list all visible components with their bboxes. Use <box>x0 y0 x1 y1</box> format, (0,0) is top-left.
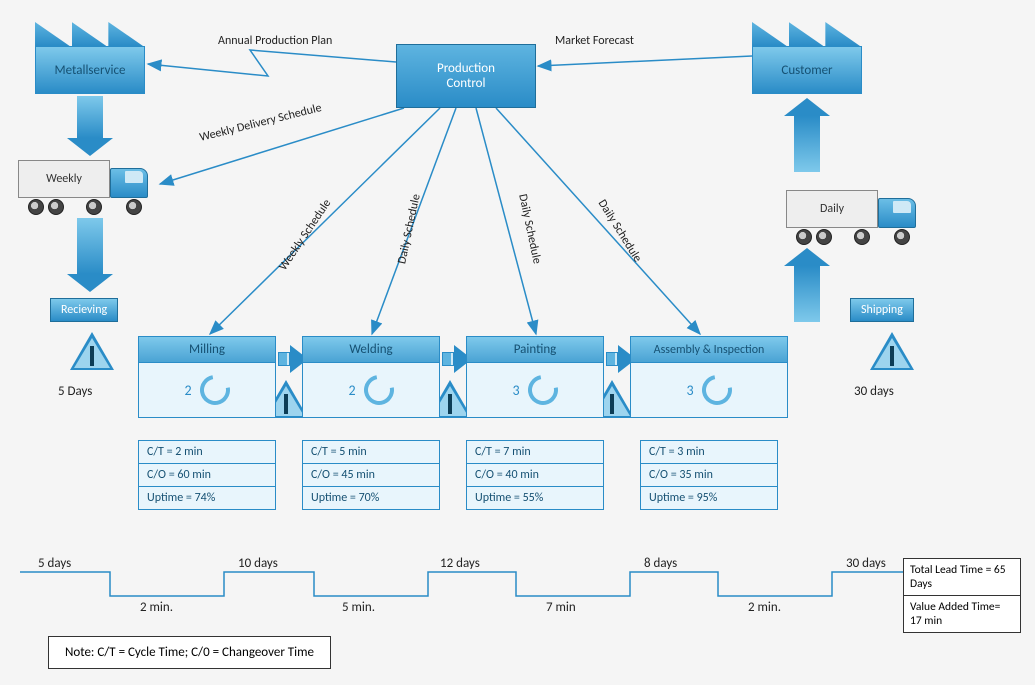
inventory-days: 30 days <box>854 384 894 399</box>
edge-label: Daily Schedule <box>515 193 543 265</box>
inventory-triangle-icon <box>70 332 114 370</box>
edge-label: Annual Production Plan <box>218 34 332 48</box>
outbound-truck-icon: Daily <box>786 190 926 245</box>
arrow-down-icon <box>77 218 103 274</box>
tl-top: 10 days <box>238 556 278 571</box>
edge-label: Weekly Delivery Schedule <box>198 101 323 145</box>
operator-count: 2 <box>348 382 355 399</box>
uptime-row: Uptime = 55% <box>467 487 603 509</box>
co-row: C/O = 60 min <box>139 464 275 487</box>
receiving-tag: Recieving <box>50 298 118 322</box>
process-box: Milling 2 <box>138 336 276 418</box>
supplier-factory: Metallservice <box>35 22 145 94</box>
tl-top: 12 days <box>440 556 480 571</box>
edge-label: Market Forecast <box>555 34 634 48</box>
tl-top: 30 days <box>846 556 886 571</box>
tl-top: 5 days <box>38 556 71 571</box>
operator-count: 3 <box>686 382 693 399</box>
summary-box: Total Lead Time = 65 Days Value Added Ti… <box>903 558 1021 633</box>
process-title: Painting <box>467 337 603 363</box>
edge-label: Daily Schedule <box>395 193 423 265</box>
value-added-time: Value Added Time= 17 min <box>904 596 1020 632</box>
co-row: C/O = 35 min <box>641 464 777 487</box>
operator-icon <box>522 369 564 411</box>
inventory-triangle-icon <box>870 332 914 370</box>
operator-count: 2 <box>184 382 191 399</box>
ct-row: C/T = 3 min <box>641 441 777 464</box>
customer-factory: Customer <box>752 22 862 94</box>
uptime-row: Uptime = 74% <box>139 487 275 509</box>
tl-top: 8 days <box>644 556 677 571</box>
co-row: C/O = 40 min <box>467 464 603 487</box>
truck-label: Weekly <box>18 160 110 198</box>
process-box: Painting 3 <box>466 336 604 418</box>
supplier-label: Metallservice <box>35 46 145 94</box>
tl-bot: 5 min. <box>342 600 375 615</box>
tl-bot: 2 min. <box>140 600 173 615</box>
uptime-row: Uptime = 70% <box>303 487 439 509</box>
ct-row: C/T = 5 min <box>303 441 439 464</box>
tl-bot: 7 min <box>546 600 576 615</box>
operator-icon <box>194 369 236 411</box>
inbound-truck-icon: Weekly <box>18 160 158 215</box>
operator-icon <box>358 369 400 411</box>
operator-count: 3 <box>512 382 519 399</box>
tl-bot: 2 min. <box>748 600 781 615</box>
process-title: Assembly & Inspection <box>631 337 787 363</box>
arrow-up-icon <box>794 116 820 172</box>
production-control-box: Production Control <box>396 44 536 108</box>
process-box: Assembly & Inspection 3 <box>630 336 788 418</box>
total-lead-time: Total Lead Time = 65 Days <box>904 559 1020 596</box>
ct-row: C/T = 7 min <box>467 441 603 464</box>
uptime-row: Uptime = 95% <box>641 487 777 509</box>
arrow-up-icon <box>794 266 820 322</box>
process-data: C/T = 2 min C/O = 60 min Uptime = 74% <box>138 440 276 510</box>
customer-label: Customer <box>752 46 862 94</box>
ct-row: C/T = 2 min <box>139 441 275 464</box>
truck-label: Daily <box>786 190 878 228</box>
legend-note: Note: C/T = Cycle Time; C/0 = Changeover… <box>48 636 331 669</box>
inventory-days: 5 Days <box>58 384 92 399</box>
shipping-tag: Shipping <box>850 298 914 322</box>
process-title: Milling <box>139 337 275 363</box>
operator-icon <box>696 369 738 411</box>
co-row: C/O = 45 min <box>303 464 439 487</box>
process-title: Welding <box>303 337 439 363</box>
arrow-down-icon <box>77 96 103 138</box>
process-box: Welding 2 <box>302 336 440 418</box>
edge-label: Daily Schedule <box>595 197 644 265</box>
process-data: C/T = 3 min C/O = 35 min Uptime = 95% <box>640 440 778 510</box>
edge-label: Weekly Schedule <box>276 197 334 273</box>
process-data: C/T = 5 min C/O = 45 min Uptime = 70% <box>302 440 440 510</box>
process-data: C/T = 7 min C/O = 40 min Uptime = 55% <box>466 440 604 510</box>
